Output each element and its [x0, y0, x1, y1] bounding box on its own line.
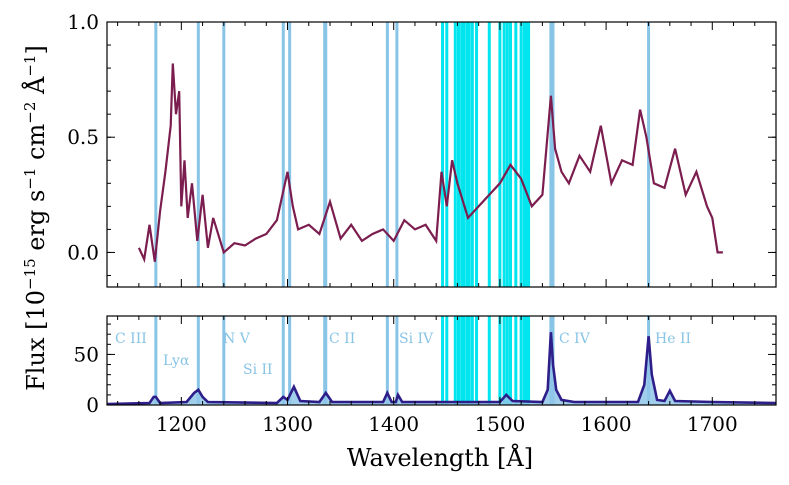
x-tick-label: 1500	[474, 412, 525, 436]
x-tick-label: 1300	[262, 412, 313, 436]
x-tick-label: 1700	[687, 412, 738, 436]
ion-label-he-ii: He II	[655, 331, 691, 347]
bottom-panel: 0 50 1200 1300 1400 1500 1600 1700 C III Lyα N …	[74, 315, 777, 436]
bottom-line-markers	[154, 316, 651, 405]
top-spectrum-line	[137, 63, 723, 264]
x-tick-label: 1400	[368, 412, 419, 436]
y-tick-label: 0.0	[67, 240, 99, 264]
ion-label-c-iv: C IV	[559, 331, 591, 347]
ion-label-si-ii: Si II	[243, 362, 273, 378]
bottom-model-line	[106, 332, 777, 406]
top-line-markers	[154, 22, 651, 287]
top-ticks: 0.0 0.5 1.0	[67, 10, 777, 287]
top-frame	[106, 21, 777, 288]
y-tick-label: 50	[74, 342, 99, 366]
ion-label-n-v: N V	[223, 331, 251, 347]
y-axis-title: Flux [10−15 erg s−1 cm−2 Å−1]	[21, 45, 50, 391]
x-tick-label: 1200	[156, 412, 207, 436]
y-tick-label: 1.0	[67, 10, 99, 34]
ion-label-c-ii: C II	[329, 331, 355, 347]
x-tick-label: 1600	[581, 412, 632, 436]
bottom-ticks: 0 50 1200 1300 1400 1500 1600 1700	[74, 316, 777, 436]
ion-label-c-iii: C III	[115, 331, 147, 347]
ion-label-lya: Lyα	[163, 353, 190, 369]
bottom-frame	[106, 315, 777, 406]
x-axis-title: Wavelength [Å]	[347, 443, 533, 472]
top-panel: 0.0 0.5 1.0	[67, 10, 777, 288]
ion-label-si-iv: Si IV	[399, 331, 434, 347]
y-tick-label: 0	[86, 393, 99, 417]
y-tick-label: 0.5	[67, 125, 99, 149]
